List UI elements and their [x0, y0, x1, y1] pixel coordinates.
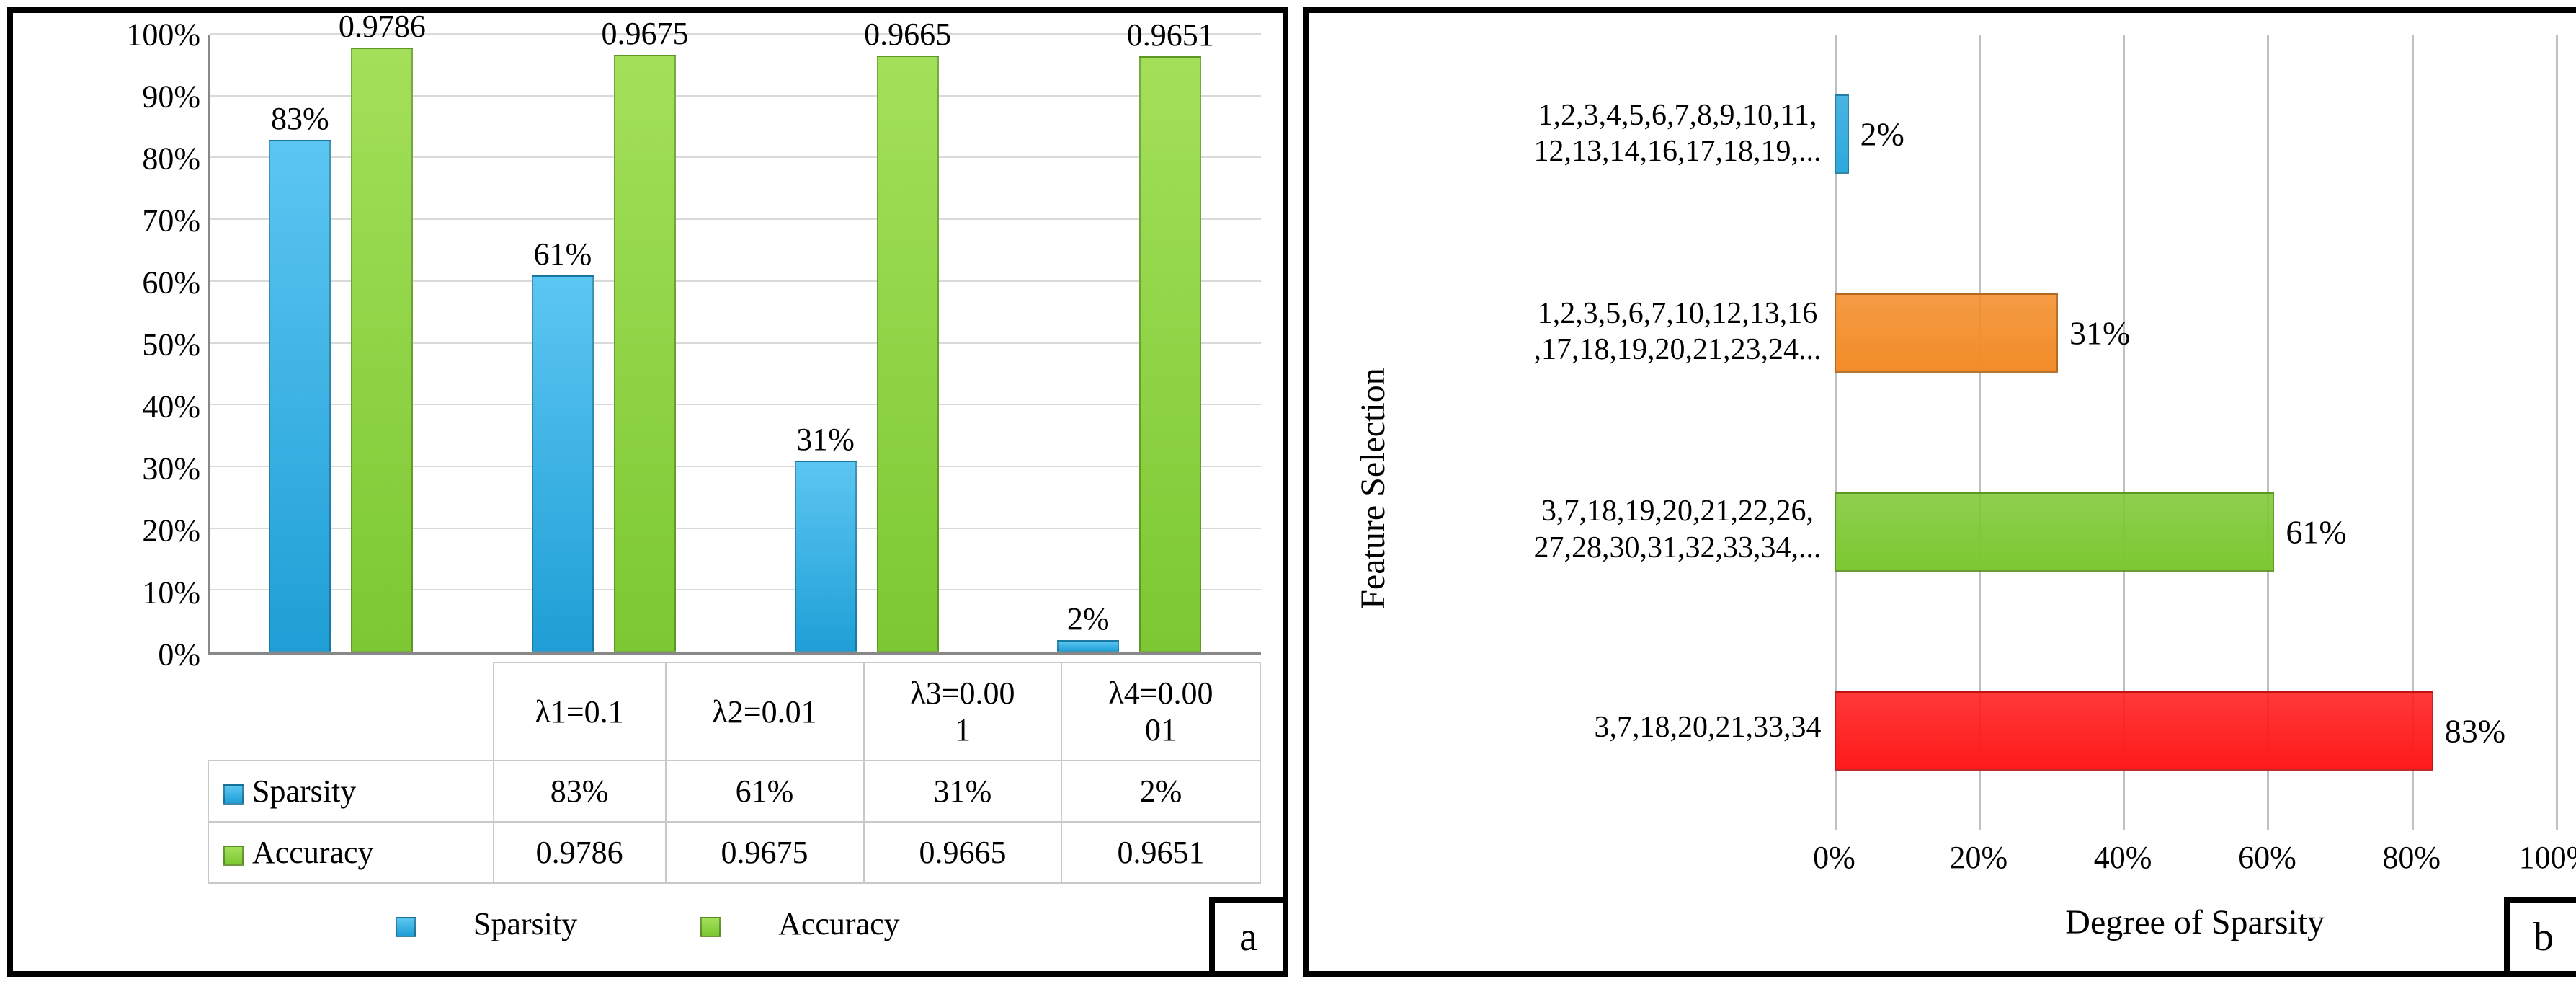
bar-sparsity-label: 83% [271, 100, 329, 141]
bar-sparsity-label: 31% [796, 421, 855, 462]
table-cell: 0.9665 [864, 822, 1062, 883]
panel-b-xtick: 80% [2382, 839, 2441, 876]
figure-root: 0%10%20%30%40%50%60%70%80%90%100% 83%0.9… [7, 7, 2576, 977]
bar-accuracy: 0.9665 [877, 56, 939, 652]
panel-a-ytick: 70% [142, 203, 200, 239]
panel-b-bar-label: 61% [2273, 513, 2346, 551]
legend-item-accuracy: Accuracy [672, 906, 929, 941]
legend-item-sparsity: Sparsity [367, 906, 606, 941]
panel-a-ytick: 60% [142, 265, 200, 301]
panel-b-bar-label: 31% [2056, 314, 2130, 353]
panel-a: 0%10%20%30%40%50%60%70%80%90%100% 83%0.9… [7, 7, 1288, 977]
panel-b-bar: 61% [1835, 492, 2275, 572]
table-row-header-accuracy: Accuracy [208, 822, 494, 883]
panel-b-category-label: 1,2,3,4,5,6,7,8,9,10,11,12,13,14,16,17,1… [1402, 35, 1835, 233]
panel-b-ylabel: Feature Selection [1353, 368, 1393, 609]
panel-a-label: a [1209, 897, 1288, 977]
panel-b-category-label: 3,7,18,20,21,33,34 [1402, 629, 1835, 827]
table-row-header-sparsity: Sparsity [208, 761, 494, 822]
legend-swatch-accuracy [700, 917, 721, 937]
panel-a-ytick: 100% [126, 17, 200, 53]
panel-b-plot-area: 2% 31% 61% 83% [1835, 35, 2557, 830]
panel-b-xtick: 100% [2519, 839, 2576, 876]
panel-a-group: 31% 0.9665 [735, 35, 998, 652]
panel-b-xtick: 20% [1949, 839, 2007, 876]
legend-label-accuracy: Accuracy [778, 906, 900, 941]
bar-accuracy-label: 0.9665 [864, 16, 951, 57]
panel-b-category-label: 1,2,3,5,6,7,10,12,13,16,17,18,19,20,21,2… [1402, 233, 1835, 431]
bar-sparsity: 31% [795, 461, 857, 652]
bar-accuracy: 0.9675 [614, 55, 676, 652]
panel-b-row: 83% [1835, 631, 2557, 830]
bar-sparsity: 2% [1057, 640, 1119, 652]
panel-b-row: 61% [1835, 433, 2557, 631]
bar-sparsity: 83% [269, 140, 331, 652]
table-cell: 31% [864, 761, 1062, 822]
panel-a-ytick: 10% [142, 575, 200, 611]
bar-sparsity-label: 2% [1067, 600, 1110, 642]
table-col-header: λ2=0.01 [666, 662, 864, 761]
panel-b-xlabel: Degree of Sparsity [1835, 903, 2557, 942]
legend-swatch-sparsity [396, 917, 416, 937]
panel-a-ytick: 30% [142, 451, 200, 487]
table-cell: 2% [1061, 761, 1260, 822]
table-cell: 61% [666, 761, 864, 822]
panel-b-bar: 83% [1835, 691, 2433, 771]
bar-accuracy-label: 0.9675 [601, 15, 688, 56]
panel-b-row: 2% [1835, 35, 2557, 234]
bar-accuracy-label: 0.9651 [1127, 17, 1214, 58]
panel-b-xaxis: 0%20%40%60%80%100% [1835, 830, 2557, 888]
panel-a-yaxis: 0%10%20%30%40%50%60%70%80%90%100% [35, 35, 208, 655]
panel-b-xtick: 0% [1813, 839, 1855, 876]
panel-b-bar: 2% [1835, 94, 1849, 174]
bar-accuracy: 0.9786 [351, 48, 413, 652]
table-col-header: λ1=0.1 [494, 662, 666, 761]
panel-a-group: 2% 0.9651 [998, 35, 1261, 652]
panel-b-xtick: 60% [2238, 839, 2296, 876]
panel-a-group: 61% 0.9675 [473, 35, 736, 652]
panel-a-chart: 0%10%20%30%40%50%60%70%80%90%100% 83%0.9… [35, 35, 1261, 655]
table-col-header: λ4=0.0001 [1061, 662, 1260, 761]
panel-a-legend: Sparsity Accuracy [35, 905, 1261, 942]
panel-a-group: 83% 0.9786 [210, 35, 473, 652]
panel-b-xtick: 40% [2094, 839, 2152, 876]
panel-b-bar: 31% [1835, 293, 2058, 373]
panel-a-ytick: 20% [142, 513, 200, 549]
bar-sparsity-label: 61% [534, 236, 592, 277]
table-cell: 83% [494, 761, 666, 822]
panel-a-ytick: 40% [142, 389, 200, 425]
bar-sparsity: 61% [532, 275, 594, 652]
panel-b-ylabel-wrap: Feature Selection [1345, 35, 1402, 942]
legend-label-sparsity: Sparsity [473, 906, 577, 941]
panel-a-ytick: 80% [142, 141, 200, 177]
panel-b-categories: 1,2,3,4,5,6,7,8,9,10,11,12,13,14,16,17,1… [1402, 35, 1835, 942]
panel-b-row: 31% [1835, 234, 2557, 433]
table-cell: 0.9786 [494, 822, 666, 883]
panel-b-bar-label: 83% [2432, 712, 2505, 750]
panel-b-category-label: 3,7,18,19,20,21,22,26,27,28,30,31,32,33,… [1402, 431, 1835, 629]
panel-a-data-table: λ1=0.1λ2=0.01λ3=0.001λ4=0.0001 Sparsity83… [208, 662, 1261, 884]
panel-b: Feature Selection 1,2,3,4,5,6,7,8,9,10,1… [1303, 7, 2576, 977]
panel-a-plot-area: 83% 0.9786 61% 0.9675 31% 0.9665 2% 0.9651 [208, 35, 1261, 655]
table-col-header: λ3=0.001 [864, 662, 1062, 761]
table-cell: 0.9651 [1061, 822, 1260, 883]
bar-accuracy-label: 0.9786 [339, 8, 426, 49]
panel-b-bar-label: 2% [1848, 115, 1904, 154]
panel-a-ytick: 90% [142, 79, 200, 115]
panel-b-label: b [2504, 897, 2576, 977]
bar-accuracy: 0.9651 [1139, 56, 1201, 652]
table-cell: 0.9675 [666, 822, 864, 883]
panel-a-ytick: 50% [142, 327, 200, 363]
panel-b-gridline [2556, 35, 2558, 830]
panel-a-ytick: 0% [158, 637, 200, 673]
